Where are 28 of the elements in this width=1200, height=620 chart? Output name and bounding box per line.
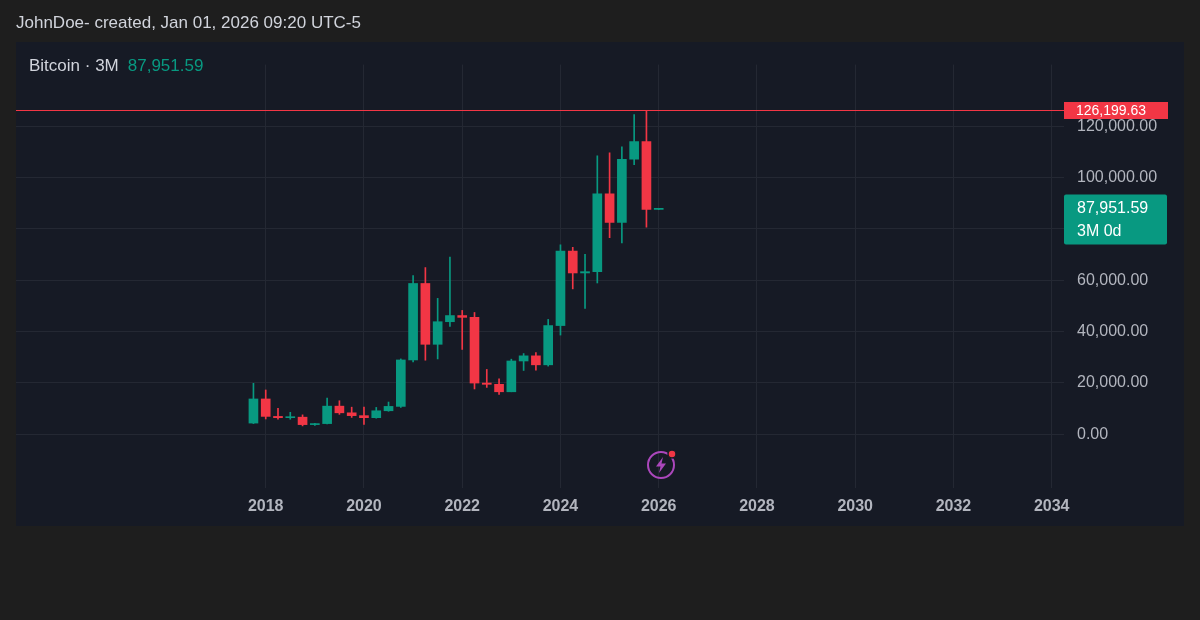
candlestick [285, 411, 296, 420]
text: JohnDoe- created, Jan 01, 2026 09:20 UTC-5 [16, 13, 361, 33]
x-tick-label: 2024 [542, 497, 579, 515]
chart-subtitle: 87,951.59 [127, 56, 204, 75]
chart-title: Bitcoin · 3M [29, 56, 119, 75]
candlestick [359, 406, 369, 425]
x-tick-label: 2034 [1033, 497, 1070, 515]
x-tick-label: 2028 [739, 497, 775, 515]
y-tick-label: 100,000.00 [1077, 167, 1158, 185]
x-tick-label: 2032 [935, 497, 972, 515]
x-tick-label: 2022 [444, 497, 481, 515]
candlestick [273, 408, 283, 420]
y-tick-label: 60,000.00 [1077, 270, 1149, 288]
candlestick [445, 256, 455, 327]
y-tick-label: 0.00 [1077, 424, 1109, 442]
text: 3M 0d [1077, 221, 1122, 239]
candlestick [457, 310, 468, 350]
ref-line-label: 126,199.63 [1076, 102, 1147, 119]
y-tick-label: 40,000.00 [1077, 321, 1149, 339]
y-tick-label: 120,000.00 [1077, 116, 1158, 134]
candlestick [481, 369, 492, 388]
x-tick-label: 2030 [837, 497, 874, 515]
text: 87,951.59 [1077, 198, 1149, 216]
x-tick-label: 2026 [640, 497, 677, 515]
x-tick-label: 2018 [247, 497, 284, 515]
x-tick-label: 2020 [346, 497, 382, 515]
candlestick [580, 253, 590, 309]
y-tick-label: 20,000.00 [1077, 373, 1149, 391]
